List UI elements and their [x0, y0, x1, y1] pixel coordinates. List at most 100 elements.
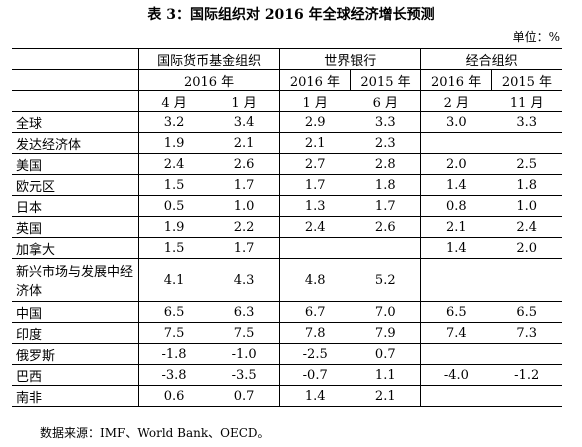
year-header: 2015 年 [349, 69, 421, 91]
group-header: 国际货币基金组织 [137, 48, 280, 70]
value-cell: -3.5 [209, 364, 280, 386]
value-cell: 6.5 [138, 301, 210, 323]
value-cell: 1.3 [279, 195, 351, 217]
value-cell: 1.9 [138, 216, 210, 238]
value-cell: 1.9 [138, 132, 210, 154]
value-cell: 4.1 [138, 258, 210, 302]
value-cell: 7.9 [350, 322, 421, 344]
value-cell: 3.0 [420, 111, 492, 133]
table-body: 国际货币基金组织 世界银行 经合组织 2016 年 2016 年 2015 年 … [12, 48, 562, 407]
value-cell: 2.1 [209, 132, 280, 154]
year-header: 2015 年 [490, 69, 562, 91]
data-row: 欧元区 1.5 1.7 1.7 1.8 1.4 1.8 [12, 174, 562, 196]
value-cell: 1.7 [350, 195, 421, 217]
value-cell: 1.4 [279, 385, 351, 407]
data-row: 新兴市场与发展中经济体 4.1 4.3 4.8 5.2 [12, 258, 562, 302]
value-cell: 1.1 [350, 364, 421, 386]
value-cell [420, 343, 492, 365]
value-cell: 1.8 [491, 174, 562, 196]
unit-label: 单位：% [512, 30, 560, 44]
value-cell: 7.5 [209, 322, 280, 344]
value-cell: -1.0 [209, 343, 280, 365]
value-cell: 2.4 [491, 216, 562, 238]
table-title: 表 3：国际组织对 2016 年全球经济增长预测 [147, 7, 435, 23]
data-row: 巴西 -3.8 -3.5 -0.7 1.1 -4.0 -1.2 [12, 364, 562, 386]
year-header: 2016 年 [279, 69, 351, 91]
month-header: 1 月 [209, 90, 280, 112]
value-cell [491, 258, 562, 302]
row-label: 新兴市场与发展中经济体 [12, 258, 139, 302]
month-header: 1 月 [279, 90, 351, 112]
value-cell: 3.3 [350, 111, 421, 133]
row-label: 巴西 [12, 364, 139, 386]
value-cell: 1.0 [209, 195, 280, 217]
value-cell: 0.7 [209, 385, 280, 407]
value-cell: 1.5 [138, 174, 210, 196]
group-header-row: 国际货币基金组织 世界银行 经合组织 [12, 48, 562, 70]
value-cell: 7.8 [279, 322, 351, 344]
value-cell: 6.5 [420, 301, 492, 323]
corner-cell [12, 69, 139, 91]
data-row: 加拿大 1.5 1.7 1.4 2.0 [12, 237, 562, 259]
value-cell [420, 385, 492, 407]
year-header-row: 2016 年 2016 年 2015 年 2016 年 2015 年 [12, 69, 562, 91]
value-cell: 0.8 [420, 195, 492, 217]
value-cell: 2.6 [350, 216, 421, 238]
data-row: 美国 2.4 2.6 2.7 2.8 2.0 2.5 [12, 153, 562, 175]
value-cell: 1.0 [491, 195, 562, 217]
value-cell: -3.8 [138, 364, 210, 386]
row-label: 俄罗斯 [12, 343, 139, 365]
month-header: 4 月 [138, 90, 210, 112]
month-header: 6 月 [350, 90, 421, 112]
value-cell: 6.3 [209, 301, 280, 323]
value-cell [420, 258, 492, 302]
forecast-table: 国际货币基金组织 世界银行 经合组织 2016 年 2016 年 2015 年 … [12, 48, 562, 407]
value-cell: 2.0 [420, 153, 492, 175]
group-header: 世界银行 [279, 48, 421, 70]
value-cell: 2.2 [209, 216, 280, 238]
value-cell: 1.7 [279, 174, 351, 196]
value-cell: 1.4 [420, 174, 492, 196]
value-cell: 2.4 [138, 153, 210, 175]
corner-cell [12, 90, 139, 112]
row-label: 加拿大 [12, 237, 139, 259]
value-cell: 3.2 [138, 111, 210, 133]
value-cell: 0.6 [138, 385, 210, 407]
value-cell: 2.8 [350, 153, 421, 175]
value-cell: 3.3 [491, 111, 562, 133]
row-label: 英国 [12, 216, 139, 238]
value-cell: 2.7 [279, 153, 351, 175]
group-header: 经合组织 [420, 48, 562, 70]
value-cell: -2.5 [279, 343, 351, 365]
row-label: 美国 [12, 153, 139, 175]
value-cell: 1.7 [209, 237, 280, 259]
month-header: 2 月 [420, 90, 492, 112]
value-cell [491, 385, 562, 407]
row-label: 中国 [12, 301, 139, 323]
value-cell: 3.4 [209, 111, 280, 133]
data-row: 印度 7.5 7.5 7.8 7.9 7.4 7.3 [12, 322, 562, 344]
value-cell: 5.2 [350, 258, 421, 302]
month-header: 11 月 [491, 90, 562, 112]
value-cell: 4.3 [209, 258, 280, 302]
value-cell: -0.7 [279, 364, 351, 386]
value-cell: 2.1 [279, 132, 351, 154]
value-cell: 1.5 [138, 237, 210, 259]
row-label: 发达经济体 [12, 132, 139, 154]
value-cell [420, 132, 492, 154]
value-cell [491, 132, 562, 154]
value-cell: 2.5 [491, 153, 562, 175]
value-cell: 2.6 [209, 153, 280, 175]
data-row: 英国 1.9 2.2 2.4 2.6 2.1 2.4 [12, 216, 562, 238]
year-header: 2016 年 [420, 69, 492, 91]
data-row: 南非 0.6 0.7 1.4 2.1 [12, 385, 562, 407]
value-cell: 6.5 [491, 301, 562, 323]
data-row: 发达经济体 1.9 2.1 2.1 2.3 [12, 132, 562, 154]
value-cell: 1.7 [209, 174, 280, 196]
data-row: 俄罗斯 -1.8 -1.0 -2.5 0.7 [12, 343, 562, 365]
value-cell: 0.5 [138, 195, 210, 217]
value-cell: 1.4 [420, 237, 492, 259]
value-cell: 7.5 [138, 322, 210, 344]
value-cell: 4.8 [279, 258, 351, 302]
